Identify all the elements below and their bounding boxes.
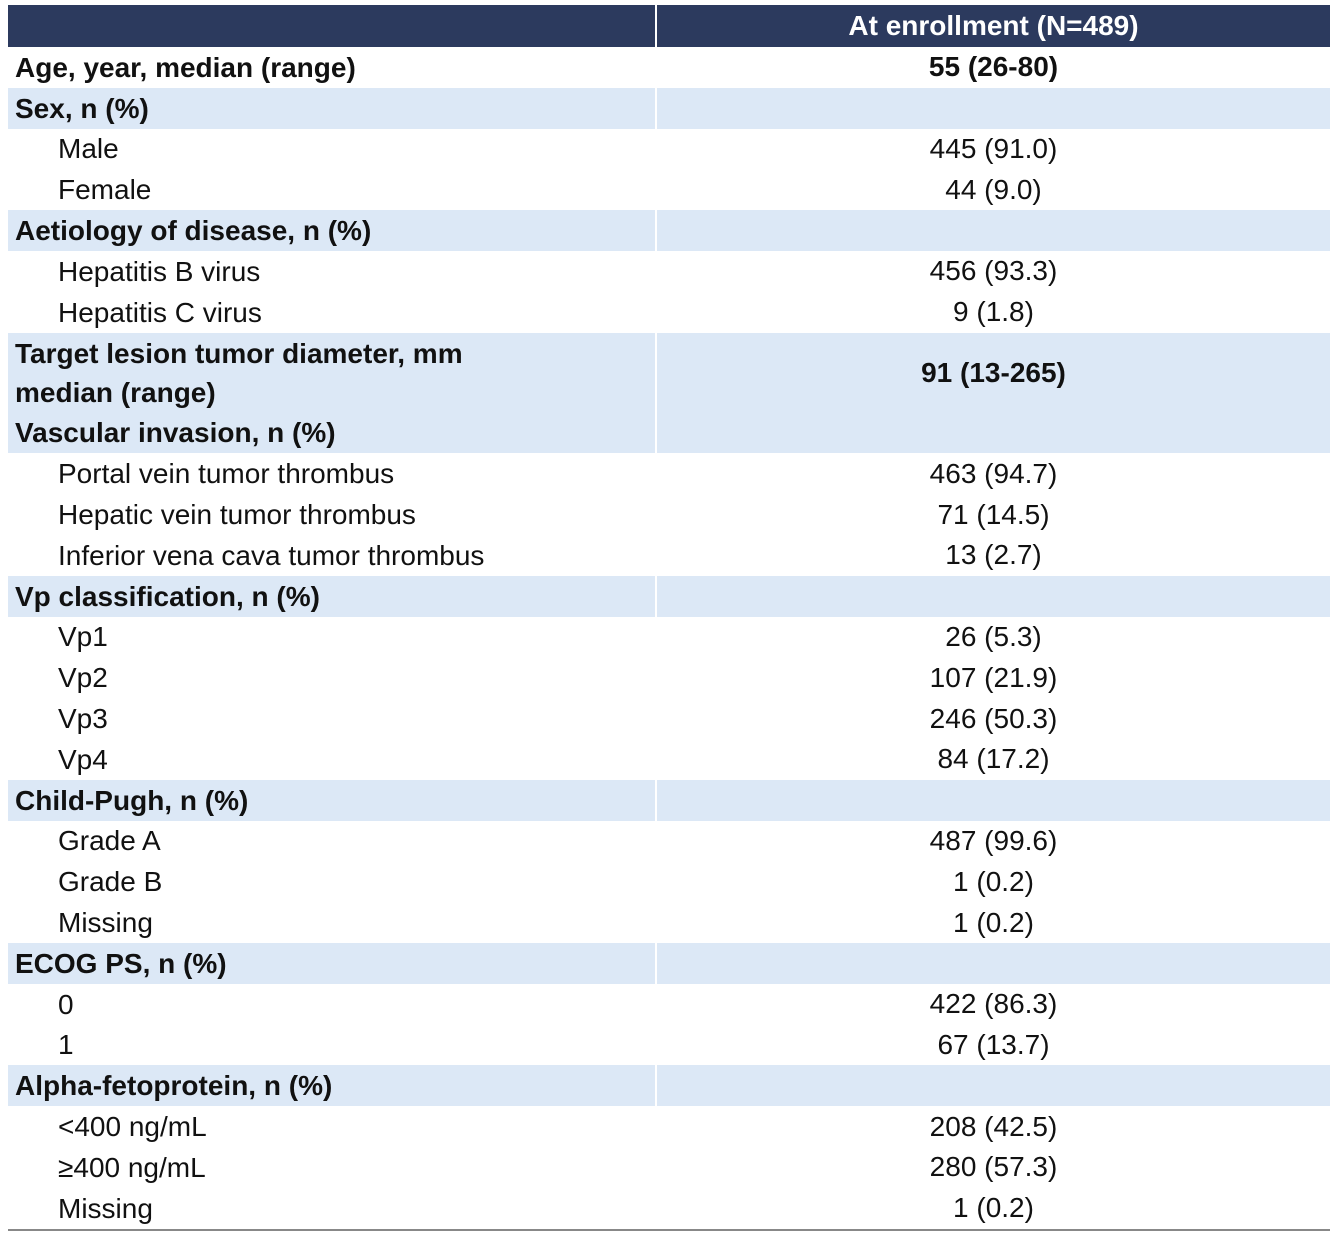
section-title: ECOG PS, n (%) — [15, 947, 227, 979]
item-label: Portal vein tumor thrombus — [58, 458, 395, 490]
section-value — [655, 412, 1330, 454]
section-value: 55 (26-80) — [928, 51, 1059, 83]
item-value: 13 (2.7) — [945, 539, 1042, 571]
item-label: Vp2 — [58, 662, 108, 694]
item-label: Vp4 — [58, 743, 108, 775]
section-row: Sex, n (%) — [8, 87, 1330, 129]
section-title: Sex, n (%) — [15, 92, 149, 124]
item-row: Missing 1 (0.2) — [8, 1188, 1330, 1229]
section-value — [655, 1065, 1330, 1107]
item-value: 67 (13.7) — [937, 1028, 1050, 1060]
item-row: Hepatitis B virus 456 (93.3) — [8, 251, 1330, 292]
item-label: Inferior vena cava tumor thrombus — [58, 539, 485, 571]
item-value: 1 (0.2) — [953, 1192, 1034, 1224]
item-label: Grade B — [58, 866, 163, 898]
item-value: 44 (9.0) — [945, 173, 1042, 205]
item-value: 71 (14.5) — [937, 498, 1050, 530]
item-row: Hepatic vein tumor thrombus 71 (14.5) — [8, 494, 1330, 535]
item-value: 456 (93.3) — [929, 255, 1058, 287]
header-row: At enrollment (N=489) — [8, 5, 1330, 47]
item-value: 463 (94.7) — [929, 457, 1058, 489]
item-value: 487 (99.6) — [929, 824, 1058, 856]
table: At enrollment (N=489) Age, year, median … — [8, 5, 1330, 1231]
item-row: Vp1 26 (5.3) — [8, 617, 1330, 658]
item-row: Hepatitis C virus 9 (1.8) — [8, 292, 1330, 333]
section-row: Alpha-fetoprotein, n (%) — [8, 1065, 1330, 1107]
section-row: Target lesion tumor diameter, mm median … — [8, 332, 1330, 413]
item-row: 1 67 (13.7) — [8, 1025, 1330, 1066]
item-row: Portal vein tumor thrombus 463 (94.7) — [8, 453, 1330, 494]
item-label: Male — [58, 133, 119, 165]
section-value — [655, 779, 1330, 821]
item-value: 107 (21.9) — [929, 661, 1058, 693]
section-value — [655, 210, 1330, 251]
item-value: 445 (91.0) — [929, 132, 1058, 164]
item-value: 1 (0.2) — [953, 906, 1034, 938]
item-row: <400 ng/mL 208 (42.5) — [8, 1106, 1330, 1147]
section-title: Age, year, median (range) — [15, 51, 356, 83]
section-title: Vp classification, n (%) — [15, 580, 320, 612]
section-row: Vascular invasion, n (%) — [8, 412, 1330, 454]
item-value: 280 (57.3) — [929, 1151, 1058, 1183]
section-row: Child-Pugh, n (%) — [8, 779, 1330, 821]
header-cell: At enrollment (N=489) — [655, 5, 1330, 47]
section-title: Vascular invasion, n (%) — [15, 417, 336, 449]
section-row: Aetiology of disease, n (%) — [8, 210, 1330, 251]
item-row: Missing 1 (0.2) — [8, 902, 1330, 943]
item-label: Female — [58, 174, 152, 206]
item-row: Grade A 487 (99.6) — [8, 821, 1330, 862]
section-title: Target lesion tumor diameter, mm median … — [15, 337, 463, 408]
section-title: Alpha-fetoprotein, n (%) — [15, 1070, 333, 1102]
item-row: ≥400 ng/mL 280 (57.3) — [8, 1147, 1330, 1188]
item-row: Inferior vena cava tumor thrombus 13 (2.7… — [8, 535, 1330, 576]
item-label: Missing — [58, 1192, 153, 1224]
item-row: Vp2 107 (21.9) — [8, 657, 1330, 698]
item-value: 246 (50.3) — [929, 702, 1058, 734]
section-value — [655, 575, 1330, 617]
section-value — [655, 87, 1330, 129]
item-value: 1 (0.2) — [953, 865, 1034, 897]
item-label: 0 — [58, 988, 74, 1020]
section-value — [655, 942, 1330, 984]
item-row: Vp3 246 (50.3) — [8, 698, 1330, 739]
item-row: Female 44 (9.0) — [8, 169, 1330, 210]
section-row: ECOG PS, n (%) — [8, 942, 1330, 984]
item-label: Vp1 — [58, 621, 108, 653]
item-value: 84 (17.2) — [937, 743, 1050, 775]
item-label: Hepatitis B virus — [58, 255, 261, 287]
item-label: Hepatitis C virus — [58, 296, 262, 328]
section-row: Vp classification, n (%) — [8, 575, 1330, 617]
item-value: 422 (86.3) — [929, 988, 1058, 1020]
item-label: Missing — [58, 907, 153, 939]
item-row: 0 422 (86.3) — [8, 984, 1330, 1025]
item-label: ≥400 ng/mL — [58, 1151, 206, 1183]
item-label: Grade A — [58, 825, 161, 857]
section-title: Aetiology of disease, n (%) — [15, 215, 372, 247]
item-value: 208 (42.5) — [929, 1110, 1058, 1142]
section-title: Child-Pugh, n (%) — [15, 784, 249, 816]
section-value: 91 (13-265) — [655, 332, 1330, 413]
item-label: <400 ng/mL — [58, 1111, 207, 1143]
item-value: 26 (5.3) — [945, 620, 1042, 652]
item-row: Grade B 1 (0.2) — [8, 861, 1330, 902]
item-label: Hepatic vein tumor thrombus — [58, 499, 416, 531]
item-label: 1 — [58, 1029, 74, 1061]
item-value: 9 (1.8) — [953, 296, 1034, 328]
item-row: Male 445 (91.0) — [8, 129, 1330, 170]
item-row: Vp4 84 (17.2) — [8, 739, 1330, 780]
item-label: Vp3 — [58, 703, 108, 735]
section-row: Age, year, median (range) 55 (26-80) — [8, 47, 1330, 88]
